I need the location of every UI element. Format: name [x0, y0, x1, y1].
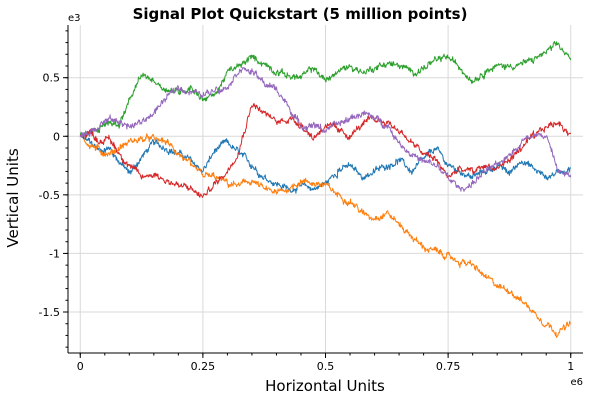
y-tick-label: -0.5: [39, 189, 60, 202]
chart-title: Signal Plot Quickstart (5 million points…: [133, 5, 468, 23]
x-axis-multiplier: e6: [570, 377, 583, 388]
y-tick-label: 0: [53, 130, 60, 143]
y-tick-label: 0.5: [43, 72, 61, 85]
x-tick-label: 0.5: [317, 360, 335, 373]
series-line-5: [79, 67, 572, 192]
tick-labels: 0 0.25 0.5 0.75 1 0.5 0 -0.5 -1 -1.5: [39, 72, 575, 373]
x-tick-label: 0.25: [191, 360, 216, 373]
y-axis-title: Vertical Units: [4, 148, 22, 247]
y-axis-multiplier: e3: [68, 13, 81, 24]
x-axis-title: Horizontal Units: [265, 377, 385, 395]
series-line-3: [79, 40, 572, 139]
series-line-1: [79, 133, 571, 194]
x-tick-label: 0.75: [436, 360, 461, 373]
series-group: [79, 40, 572, 338]
series-line-2: [79, 133, 571, 338]
y-tick-label: -1.5: [39, 306, 60, 319]
ticks: [63, 30, 572, 358]
y-tick-label: -1: [49, 247, 60, 260]
x-tick-label: 1: [567, 360, 574, 373]
x-tick-label: 0: [77, 360, 84, 373]
